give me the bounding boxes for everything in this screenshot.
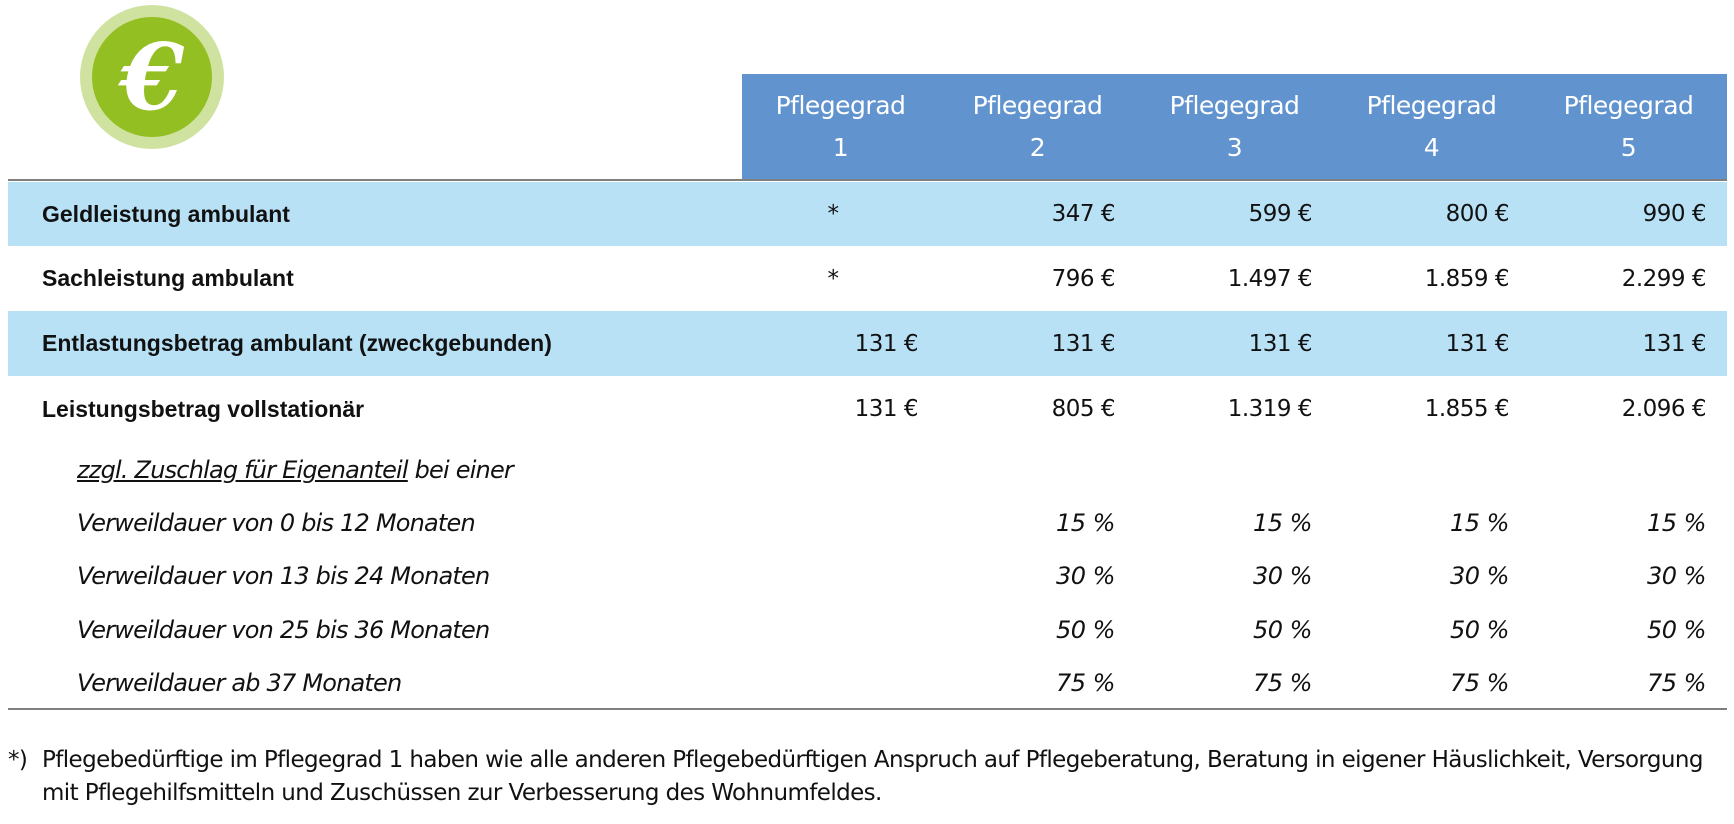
column-header-pflegegrad-5: Pflegegrad 5 <box>1530 74 1727 179</box>
column-title: Pflegegrad <box>1563 91 1694 120</box>
euro-symbol: € <box>92 17 212 137</box>
column-title: Pflegegrad <box>1169 91 1300 120</box>
surcharge-intro: zzgl. Zuschlag für Eigenanteil bei einer <box>77 444 514 496</box>
cell-value: 347 € <box>1051 201 1116 227</box>
table-bottom-divider <box>8 708 1727 710</box>
column-number: 1 <box>832 133 849 162</box>
column-header-pflegegrad-3: Pflegegrad 3 <box>1136 74 1333 179</box>
cell-value: 131 € <box>1248 330 1313 357</box>
surcharge-label: Verweildauer von 0 bis 12 Monaten <box>77 509 476 537</box>
surcharge-value: 75 % <box>1450 669 1509 697</box>
cell-value: 800 € <box>1445 201 1510 227</box>
table-header: Pflegegrad 1 Pflegegrad 2 Pflegegrad 3 Pflegeg… <box>742 74 1727 179</box>
surcharge-value: 50 % <box>1450 616 1509 644</box>
cell-value: * <box>827 201 840 227</box>
row-label: Geldleistung ambulant <box>42 200 290 227</box>
header-divider <box>8 179 1727 181</box>
cell-value: 2.096 € <box>1621 396 1707 422</box>
column-number: 5 <box>1620 133 1637 162</box>
surcharge-intro-row: zzgl. Zuschlag für Eigenanteil bei einer <box>8 444 1727 496</box>
cell-value: 131 € <box>1051 330 1116 357</box>
surcharge-label: Verweildauer ab 37 Monaten <box>77 669 402 697</box>
table-row: Geldleistung ambulant * 347 € 599 € 800 € 990… <box>8 182 1727 246</box>
cell-value: 796 € <box>1051 265 1116 292</box>
table-row: Sachleistung ambulant * 796 € 1.497 € 1.859 … <box>8 246 1727 311</box>
column-number: 4 <box>1423 133 1440 162</box>
footnote-text: Pflegebedürftige im Pflegegrad 1 haben w… <box>42 747 1703 806</box>
column-number: 2 <box>1029 133 1046 162</box>
cell-value: 131 € <box>854 396 919 422</box>
surcharge-label: Verweildauer von 13 bis 24 Monaten <box>77 562 490 590</box>
table-row: Leistungsbetrag vollstationär 131 € 805 € 1… <box>8 376 1727 442</box>
column-header-pflegegrad-1: Pflegegrad 1 <box>742 74 939 179</box>
column-title: Pflegegrad <box>775 91 906 120</box>
footnote-marker: *) <box>8 747 28 773</box>
surcharge-intro-underlined: zzgl. Zuschlag für Eigenanteil <box>77 456 409 484</box>
cell-value: 1.497 € <box>1227 265 1313 292</box>
surcharge-value: 50 % <box>1056 616 1115 644</box>
surcharge-value: 15 % <box>1647 509 1706 537</box>
table-row: Entlastungsbetrag ambulant (zweckgebunde… <box>8 311 1727 376</box>
cell-value: 1.319 € <box>1227 396 1313 422</box>
column-header-pflegegrad-4: Pflegegrad 4 <box>1333 74 1530 179</box>
column-number: 3 <box>1226 133 1243 162</box>
surcharge-value: 15 % <box>1450 509 1509 537</box>
surcharge-value: 30 % <box>1647 562 1706 590</box>
surcharge-value: 75 % <box>1253 669 1312 697</box>
surcharge-row: Verweildauer von 13 bis 24 Monaten 30 % 30… <box>8 550 1727 602</box>
surcharge-value: 50 % <box>1253 616 1312 644</box>
surcharge-intro-rest: bei einer <box>407 456 514 484</box>
column-title: Pflegegrad <box>972 91 1103 120</box>
surcharge-value: 30 % <box>1253 562 1312 590</box>
row-label: Sachleistung ambulant <box>42 265 294 291</box>
surcharge-value: 15 % <box>1056 509 1115 537</box>
surcharge-value: 75 % <box>1056 669 1115 697</box>
surcharge-row: Verweildauer von 25 bis 36 Monaten 50 % 50… <box>8 604 1727 656</box>
surcharge-row: Verweildauer ab 37 Monaten 75 % 75 % 75 % 75… <box>8 657 1727 709</box>
cell-value: 990 € <box>1642 201 1707 227</box>
surcharge-value: 30 % <box>1450 562 1509 590</box>
cell-value: 2.299 € <box>1621 265 1707 292</box>
surcharge-value: 75 % <box>1647 669 1706 697</box>
footnote: *) Pflegebedürftige im Pflegegrad 1 habe… <box>8 744 1728 810</box>
surcharge-value: 15 % <box>1253 509 1312 537</box>
cell-value: 1.855 € <box>1424 396 1510 422</box>
cell-value: 131 € <box>854 330 919 357</box>
surcharge-value: 30 % <box>1056 562 1115 590</box>
cell-value: * <box>827 265 840 292</box>
cell-value: 1.859 € <box>1424 265 1510 292</box>
surcharge-label: Verweildauer von 25 bis 36 Monaten <box>77 616 490 644</box>
surcharge-row: Verweildauer von 0 bis 12 Monaten 15 % 15 … <box>8 497 1727 549</box>
cell-value: 805 € <box>1051 396 1116 422</box>
column-header-pflegegrad-2: Pflegegrad 2 <box>939 74 1136 179</box>
row-label: Leistungsbetrag vollstationär <box>42 395 365 422</box>
surcharge-value: 50 % <box>1647 616 1706 644</box>
row-label: Entlastungsbetrag ambulant (zweckgebunde… <box>42 330 552 356</box>
cell-value: 131 € <box>1642 330 1707 357</box>
cell-value: 599 € <box>1248 201 1313 227</box>
column-title: Pflegegrad <box>1366 91 1497 120</box>
euro-coin-icon: € <box>80 5 224 149</box>
cell-value: 131 € <box>1445 330 1510 357</box>
